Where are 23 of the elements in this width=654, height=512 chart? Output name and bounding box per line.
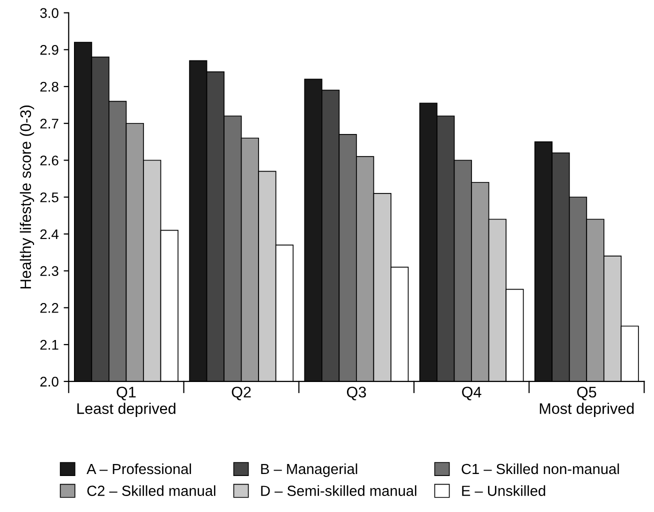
y-tick-label: 2.1 [40,340,58,350]
y-tick-label: 2.2 [40,303,58,313]
legend-label: D – Semi-skilled manual [261,485,416,496]
y-tick-label: 2.3 [40,266,58,276]
y-tick-label: 2.9 [40,45,58,55]
y-tick-label: 2.0 [40,376,58,387]
x-tick-label: Q1 Least deprived [77,386,176,417]
x-tick-label: Q4 [462,386,482,400]
y-axis-title: Healthy lifestyle score (0-3) [20,106,34,288]
y-tick-label: 2.4 [40,229,59,240]
legend-label: C1 – Skilled non-manual [462,463,619,474]
y-tick-label: 2.7 [40,118,58,128]
x-tick-label: Q3 [346,386,366,400]
legend-label: B – Managerial [261,463,358,478]
legend-label: A – Professional [86,463,191,474]
y-tick-label: 2.5 [40,192,58,202]
y-tick-label: 3.0 [40,8,58,18]
legend-label: C2 – Skilled manual [87,485,216,496]
y-tick-label: 2.8 [40,82,58,92]
legend-label: E – Unskilled [462,485,546,496]
x-tick-label: Q5 Most deprived [540,386,634,417]
x-tick-label: Q2 [232,386,251,400]
y-tick-label: 2.6 [40,156,58,166]
